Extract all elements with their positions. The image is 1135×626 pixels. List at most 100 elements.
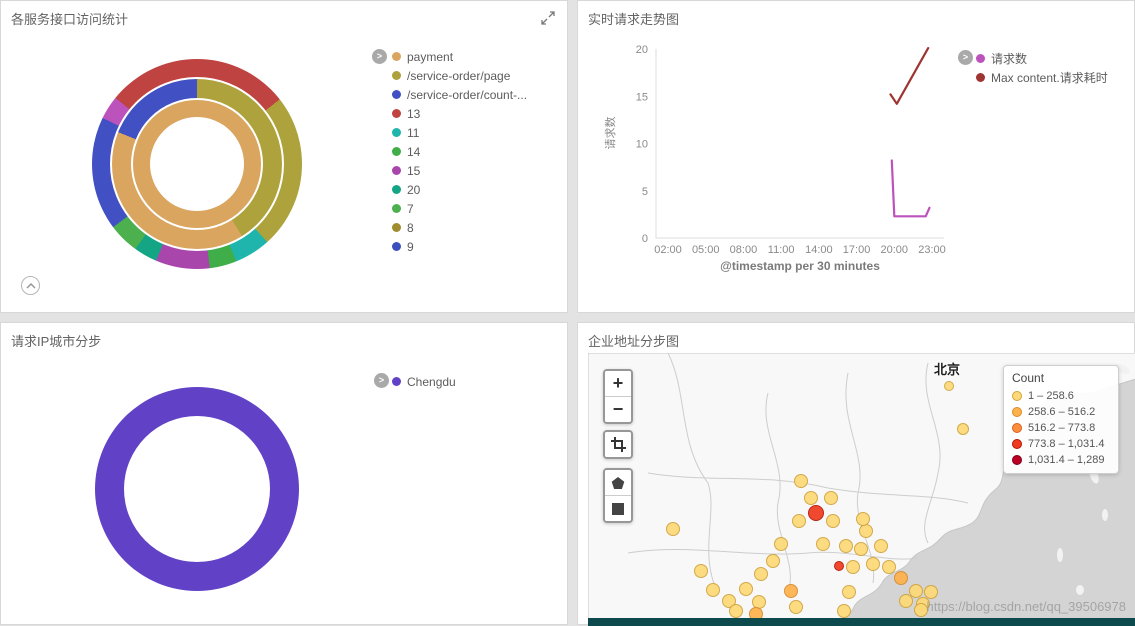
map-marker[interactable] [842, 585, 856, 599]
map-marker[interactable] [706, 583, 720, 597]
legend-swatch [392, 147, 401, 156]
legend-item[interactable]: 20 [392, 180, 527, 199]
legend-label: Chengdu [407, 374, 456, 389]
crop-tool-button[interactable] [605, 432, 631, 457]
legend-item[interactable]: 7 [392, 199, 527, 218]
panel-title: 企业地址分步图 [588, 334, 680, 349]
legend-label: Max content.请求耗时 [991, 71, 1108, 85]
map-marker[interactable] [839, 539, 853, 553]
legend-swatch [392, 242, 401, 251]
map-marker[interactable] [729, 604, 743, 618]
chart-legend: Chengdu [392, 372, 456, 391]
map-marker[interactable] [834, 561, 844, 571]
legend-item[interactable]: 11 [392, 123, 527, 142]
svg-text:0: 0 [642, 233, 648, 245]
map-marker[interactable] [826, 514, 840, 528]
svg-text:11:00: 11:00 [768, 244, 795, 256]
map-marker[interactable] [784, 584, 798, 598]
legend-item[interactable]: payment [392, 47, 527, 66]
map-marker[interactable] [792, 514, 806, 528]
legend-swatch [1012, 455, 1022, 465]
trend-line-chart[interactable]: 0 5 10 15 20 02:00 05:00 08:00 11:00 14:00 17:00 20… [578, 1, 1135, 314]
zoom-out-button[interactable]: − [605, 397, 631, 422]
rectangle-tool-button[interactable] [605, 496, 631, 521]
map-marker[interactable] [804, 491, 818, 505]
map-marker[interactable] [846, 560, 860, 574]
legend-swatch [1012, 391, 1022, 401]
legend-item[interactable]: 516.2 – 773.8 [1012, 420, 1110, 436]
svg-text:20:00: 20:00 [881, 244, 909, 256]
legend-swatch [1012, 407, 1022, 417]
legend-toggle-icon[interactable]: > [374, 373, 389, 388]
legend-swatch [392, 71, 401, 80]
legend-item[interactable]: /service-order/count-... [392, 85, 527, 104]
legend-label: 14 [407, 144, 421, 159]
map-marker[interactable] [944, 381, 954, 391]
legend-item[interactable]: Chengdu [392, 372, 456, 391]
map-marker[interactable] [789, 600, 803, 614]
map-marker[interactable] [694, 564, 708, 578]
draw-control [603, 468, 633, 523]
panel-request-trend: 实时请求走势图 请求数 0 5 10 15 20 02:00 05:00 08:00 11:00… [577, 0, 1135, 313]
map-marker[interactable] [957, 423, 969, 435]
legend-item[interactable]: 1,031.4 – 1,289 [1012, 452, 1110, 468]
map-marker[interactable] [859, 524, 873, 538]
crop-icon [610, 437, 626, 452]
legend-label: 1,031.4 – 1,289 [1028, 454, 1105, 466]
map-marker[interactable] [766, 554, 780, 568]
legend-item[interactable]: 请求数 [976, 49, 1108, 68]
map-marker[interactable] [899, 594, 913, 608]
chart-legend: 请求数 Max content.请求耗时 [976, 49, 1108, 87]
map-canvas[interactable]: 北京 + − Count [588, 353, 1135, 626]
sunburst-hole [150, 117, 244, 211]
map-marker[interactable] [774, 537, 788, 551]
legend-item[interactable]: 773.8 – 1,031.4 [1012, 436, 1110, 452]
pentagon-icon [611, 476, 625, 489]
legend-item[interactable]: 15 [392, 161, 527, 180]
zoom-in-button[interactable]: + [605, 371, 631, 397]
city-label-beijing: 北京 [934, 362, 961, 377]
expand-panel-icon[interactable] [541, 11, 555, 25]
map-marker[interactable] [854, 542, 868, 556]
map-marker[interactable] [754, 567, 768, 581]
svg-text:20: 20 [636, 44, 648, 56]
legend-item[interactable]: /service-order/page [392, 66, 527, 85]
legend-item[interactable]: 8 [392, 218, 527, 237]
legend-swatch [392, 377, 401, 386]
map-marker[interactable] [824, 491, 838, 505]
map-marker[interactable] [874, 539, 888, 553]
map-marker[interactable] [808, 505, 824, 521]
legend-item[interactable]: 14 [392, 142, 527, 161]
legend-swatch [392, 52, 401, 61]
collapse-icon[interactable] [21, 276, 40, 295]
map-marker[interactable] [909, 584, 923, 598]
legend-item[interactable]: 9 [392, 237, 527, 256]
legend-item[interactable]: Max content.请求耗时 [976, 68, 1108, 87]
map-marker[interactable] [882, 560, 896, 574]
map-marker[interactable] [924, 585, 938, 599]
map-marker[interactable] [816, 537, 830, 551]
legend-label: 请求数 [991, 52, 1028, 66]
svg-text:08:00: 08:00 [730, 244, 758, 256]
map-legend-title: Count [1012, 371, 1045, 385]
map-marker[interactable] [837, 604, 851, 618]
legend-toggle-icon[interactable]: > [372, 49, 387, 64]
legend-item[interactable]: 13 [392, 104, 527, 123]
legend-swatch [392, 109, 401, 118]
map-marker[interactable] [856, 512, 870, 526]
map-marker[interactable] [666, 522, 680, 536]
map-marker[interactable] [794, 474, 808, 488]
map-marker[interactable] [914, 603, 928, 617]
map-marker[interactable] [739, 582, 753, 596]
legend-item[interactable]: 1 – 258.6 [1012, 388, 1110, 404]
panel-title: 请求IP城市分步 [11, 334, 102, 349]
map-marker[interactable] [894, 571, 908, 585]
map-marker[interactable] [866, 557, 880, 571]
legend-swatch [1012, 423, 1022, 433]
polygon-tool-button[interactable] [605, 470, 631, 496]
legend-item[interactable]: 258.6 – 516.2 [1012, 404, 1110, 420]
legend-label: 1 – 258.6 [1028, 390, 1074, 402]
legend-label: 258.6 – 516.2 [1028, 406, 1096, 418]
legend-swatch [392, 204, 401, 213]
legend-toggle-icon[interactable]: > [958, 50, 973, 65]
